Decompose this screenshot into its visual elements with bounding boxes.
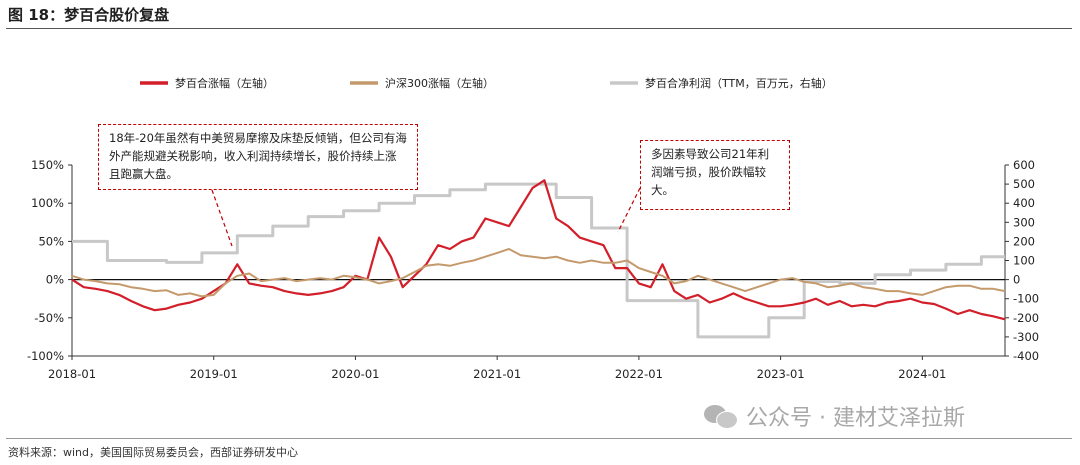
x-tick-label: 2023-01 xyxy=(757,367,805,381)
chart-series xyxy=(71,179,1006,339)
annotation-2021-loss: 多因素导致公司21年利润端亏损，股价跌幅较大。 xyxy=(640,140,790,210)
legend-label: 梦百合净利润（TTM，百万元，右轴） xyxy=(645,76,833,90)
legend-label: 梦百合涨幅（左轴） xyxy=(175,76,274,90)
source-rule xyxy=(6,438,1072,439)
x-tick-label: 2022-01 xyxy=(615,367,663,381)
watermark-text: 公众号 · 建材艾泽拉斯 xyxy=(746,406,965,431)
y-right-tick-label: 600 xyxy=(1013,158,1035,172)
y-right-tick-label: 500 xyxy=(1013,177,1035,191)
y-right-tick-label: -300 xyxy=(1013,330,1039,344)
wechat-icon xyxy=(704,403,738,429)
y-right-tick-label: -400 xyxy=(1013,349,1039,363)
x-tick-label: 2020-01 xyxy=(331,367,379,381)
x-tick-label: 2024-01 xyxy=(898,367,946,381)
figure-title: 图 18：梦百合股价复盘 xyxy=(8,6,170,24)
y-left-tick-label: 100% xyxy=(31,196,64,210)
source-note: 资料来源：wind，美国国际贸易委员会，西部证券研发中心 xyxy=(8,446,299,459)
y-right-tick-label: -100 xyxy=(1013,292,1039,306)
y-right-tick-label: -200 xyxy=(1013,311,1039,325)
series-line-net-profit xyxy=(72,182,1005,339)
x-tick-label: 2019-01 xyxy=(190,367,238,381)
series-line-mhh-price xyxy=(71,179,1006,321)
chart-axes xyxy=(68,164,1009,360)
y-left-tick-label: 150% xyxy=(31,158,64,172)
chart-ticks: -100% -50% 0% 50% 100% 150% -400 -300 -200 -100 0 1… xyxy=(27,158,1039,381)
x-tick-label: 2021-01 xyxy=(473,367,521,381)
y-left-tick-label: -100% xyxy=(27,349,64,363)
chart-legend: 梦百合涨幅（左轴） 沪深300涨幅（左轴） 梦百合净利润（TTM，百万元，右轴） xyxy=(140,76,833,90)
annotation-2018-2020: 18年-20年虽然有中美贸易摩擦及床垫反倾销，但公司有海外产能规避关税影响，收入… xyxy=(98,124,418,190)
title-rule xyxy=(6,28,1072,29)
y-right-tick-label: 300 xyxy=(1013,215,1035,229)
y-right-tick-label: 400 xyxy=(1013,196,1035,210)
watermark: 公众号 · 建材艾泽拉斯 xyxy=(704,400,965,432)
legend-label: 沪深300涨幅（左轴） xyxy=(385,76,494,90)
y-left-tick-label: -50% xyxy=(34,311,64,325)
chart-area: 梦百合涨幅（左轴） 沪深300涨幅（左轴） 梦百合净利润（TTM，百万元，右轴） -… xyxy=(27,76,1039,381)
y-left-tick-label: 0% xyxy=(46,273,64,287)
y-right-tick-label: 0 xyxy=(1013,273,1020,287)
y-left-tick-label: 50% xyxy=(38,234,64,248)
x-tick-label: 2018-01 xyxy=(48,367,96,381)
y-right-tick-label: 200 xyxy=(1013,234,1035,248)
y-right-tick-label: 100 xyxy=(1013,254,1035,268)
series-line-hs300 xyxy=(71,248,1006,298)
